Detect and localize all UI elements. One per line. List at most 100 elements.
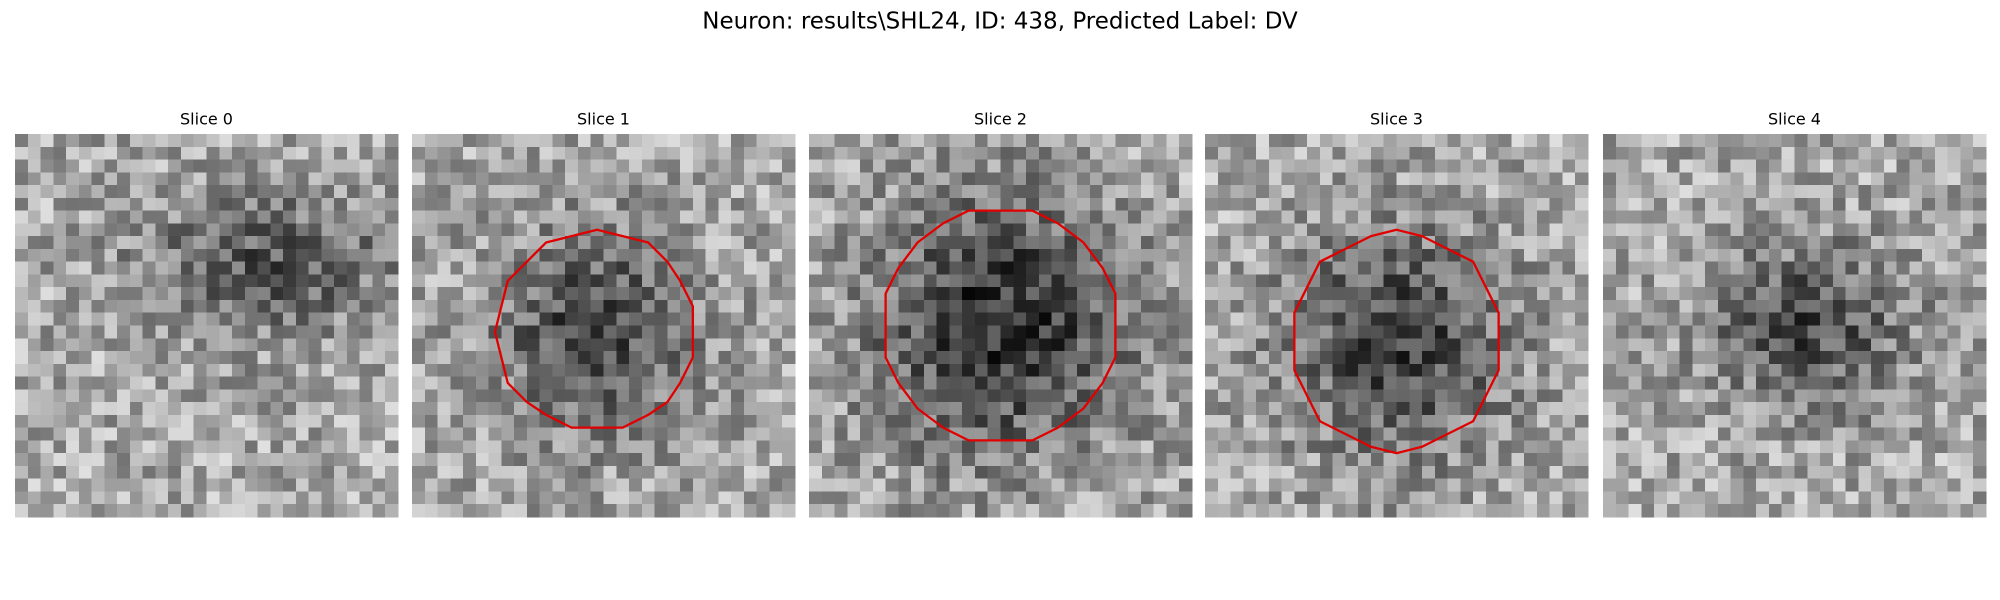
pixel — [308, 236, 322, 250]
pixel — [463, 172, 477, 186]
pixel — [1115, 427, 1129, 441]
pixel — [552, 261, 566, 275]
pixel — [1409, 248, 1423, 262]
pixel — [424, 197, 438, 211]
pixel — [616, 134, 630, 148]
pixel — [1230, 172, 1244, 186]
pixel — [1473, 338, 1487, 352]
pixel — [1319, 478, 1333, 492]
pixel — [283, 478, 297, 492]
pixel — [654, 287, 668, 301]
pixel — [1575, 427, 1589, 441]
pixel — [1077, 453, 1091, 467]
pixel — [1485, 261, 1499, 275]
pixel — [911, 453, 925, 467]
pixel — [590, 427, 604, 441]
pixel — [1153, 210, 1167, 224]
pixel — [1256, 159, 1270, 173]
pixel — [1026, 172, 1040, 186]
pixel — [949, 504, 963, 518]
pixel — [1422, 376, 1436, 390]
pixel — [1102, 185, 1116, 199]
pixel — [860, 389, 874, 403]
pixel — [193, 478, 207, 492]
pixel — [923, 414, 937, 428]
pixel — [1743, 351, 1757, 365]
pixel — [1038, 504, 1052, 518]
pixel — [295, 312, 309, 326]
pixel — [437, 491, 451, 505]
pixel — [834, 453, 848, 467]
pixel — [117, 389, 131, 403]
pixel — [1370, 402, 1384, 416]
pixel — [1179, 414, 1193, 428]
pixel — [1934, 210, 1948, 224]
pixel — [936, 197, 950, 211]
pixel — [769, 440, 783, 454]
pixel — [1485, 172, 1499, 186]
pixel — [629, 465, 643, 479]
pixel — [1922, 389, 1936, 403]
pixel — [885, 210, 899, 224]
pixel — [1434, 185, 1448, 199]
pixel — [809, 197, 823, 211]
pixel — [923, 261, 937, 275]
pixel — [1909, 274, 1923, 288]
pixel — [821, 465, 835, 479]
pixel — [1230, 185, 1244, 199]
pixel — [129, 351, 143, 365]
pixel — [1705, 414, 1719, 428]
pixel — [1756, 491, 1770, 505]
pixel — [463, 146, 477, 160]
pixel — [1536, 363, 1550, 377]
pixel — [1628, 504, 1642, 518]
pixel — [834, 299, 848, 313]
pixel — [1460, 389, 1474, 403]
pixel — [1434, 146, 1448, 160]
pixel — [1934, 159, 1948, 173]
pixel — [1064, 504, 1078, 518]
pixel — [1370, 504, 1384, 518]
pixel — [1358, 236, 1372, 250]
pixel — [526, 223, 540, 237]
pixel — [1077, 351, 1091, 365]
pixel — [1909, 146, 1923, 160]
pixel — [193, 338, 207, 352]
pixel — [295, 134, 309, 148]
pixel — [232, 197, 246, 211]
pixel — [1268, 287, 1282, 301]
pixel — [1345, 185, 1359, 199]
pixel — [692, 491, 706, 505]
pixel — [1717, 414, 1731, 428]
pixel — [731, 376, 745, 390]
pixel — [821, 172, 835, 186]
pixel — [1705, 159, 1719, 173]
pixel — [1641, 223, 1655, 237]
pixel — [501, 453, 515, 467]
pixel — [1268, 504, 1282, 518]
pixel — [577, 478, 591, 492]
pixel — [898, 363, 912, 377]
pixel — [911, 134, 925, 148]
pixel — [1871, 134, 1885, 148]
pixel — [1628, 236, 1642, 250]
pixel — [705, 376, 719, 390]
pixel — [885, 185, 899, 199]
pixel — [1679, 287, 1693, 301]
pixel — [1536, 478, 1550, 492]
pixel — [1717, 248, 1731, 262]
pixel — [1077, 299, 1091, 313]
pixel — [987, 287, 1001, 301]
pixel — [1498, 248, 1512, 262]
pixel — [1960, 248, 1974, 262]
pixel — [321, 427, 335, 441]
pixel — [911, 172, 925, 186]
pixel — [168, 312, 182, 326]
pixel — [1756, 159, 1770, 173]
pixel — [1422, 465, 1436, 479]
pixel — [1820, 465, 1834, 479]
pixel — [1370, 134, 1384, 148]
pixel — [283, 146, 297, 160]
pixel — [1460, 312, 1474, 326]
pixel — [1358, 453, 1372, 467]
